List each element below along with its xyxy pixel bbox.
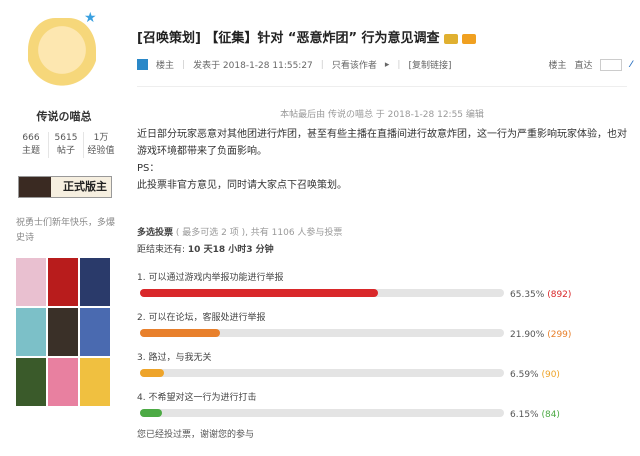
hot-icon bbox=[443, 33, 458, 44]
poll-bar-fill bbox=[140, 369, 164, 377]
goto-label: 直达 bbox=[574, 61, 593, 71]
poll-result: 6.15% (84) bbox=[510, 410, 560, 420]
voted-message: 您已经投过票，谢谢您的参与 bbox=[137, 430, 255, 440]
avatar[interactable] bbox=[28, 18, 96, 98]
post-body: 近日部分玩家恶意对其他团进行炸团，甚至有些主播在直播间进行故意炸团，这一行为严重… bbox=[137, 126, 632, 194]
poll-bar bbox=[140, 289, 504, 297]
medal-grid bbox=[16, 258, 110, 406]
body-paragraph: 近日部分玩家恶意对其他团进行炸团，甚至有些主播在直播间进行故意炸团，这一行为严重… bbox=[137, 129, 627, 157]
stat-value: 666 bbox=[22, 133, 40, 143]
edit-note: 本帖最后由 传说の喵总 于 2018-1-28 12:55 编辑 bbox=[280, 110, 484, 120]
title-text: [召唤策划] 【征集】针对 “恶意炸团” 行为意见调查 bbox=[137, 31, 440, 46]
floor-label: 楼主 bbox=[548, 61, 567, 71]
star-icon: ★ bbox=[84, 10, 97, 26]
remaining-label: 距结束还有: bbox=[137, 245, 186, 255]
poll-bar-fill bbox=[140, 289, 378, 297]
poll-bar bbox=[140, 369, 504, 377]
poll-bar bbox=[140, 409, 504, 417]
triangle-right-icon: ▸ bbox=[384, 59, 390, 70]
poll-percent: 6.59% bbox=[510, 370, 539, 380]
poll-bar-fill bbox=[140, 409, 163, 417]
username[interactable]: 传说の喵总 bbox=[36, 110, 92, 123]
go-icon[interactable]: ⁄ bbox=[630, 59, 632, 70]
medal-image bbox=[16, 358, 46, 406]
poll-count: (84) bbox=[541, 410, 560, 420]
stat-topics[interactable]: 666 主题 bbox=[14, 132, 49, 158]
recommend-icon bbox=[461, 33, 476, 44]
stat-label: 经验值 bbox=[87, 146, 115, 156]
medal-image bbox=[80, 358, 110, 406]
post-title: [召唤策划] 【征集】针对 “恶意炸团” 行为意见调查 bbox=[137, 27, 476, 46]
moderator-badge: 正式版主 bbox=[18, 176, 112, 198]
author-label: 楼主 bbox=[156, 61, 175, 71]
post-meta: 楼主 | 发表于 2018-1-28 11:55:27 | 只看该作者 ▸ | [复制链… bbox=[137, 58, 632, 71]
stat-value: 5615 bbox=[54, 133, 78, 143]
poll-count: (90) bbox=[541, 370, 560, 380]
goto-floor-input[interactable] bbox=[600, 58, 623, 71]
copy-link[interactable]: [复制链接] bbox=[408, 61, 452, 71]
medal-image bbox=[16, 308, 46, 356]
only-author-link[interactable]: 只看该作者 bbox=[331, 61, 377, 71]
medal-image bbox=[80, 308, 110, 356]
poll-option-label: 3. 路过，与我无关 bbox=[137, 353, 212, 363]
poll-option-label: 2. 可以在论坛，客服处进行举报 bbox=[137, 313, 266, 323]
medal-image bbox=[48, 308, 78, 356]
poll-option-label: 4. 不希望对这一行为进行打击 bbox=[137, 393, 257, 403]
poll-option-label: 1. 可以通过游戏内举报功能进行举报 bbox=[137, 273, 284, 283]
poll-count: (892) bbox=[547, 290, 572, 300]
divider bbox=[137, 86, 627, 87]
poll-type: 多选投票 bbox=[137, 228, 174, 238]
poll-remaining: 距结束还有: 10 天18 小时3 分钟 bbox=[137, 242, 274, 255]
poll-bar-fill bbox=[140, 329, 220, 337]
remaining-time: 10 天18 小时3 分钟 bbox=[187, 245, 274, 255]
poll-result: 6.59% (90) bbox=[510, 370, 560, 380]
medal-image bbox=[48, 258, 78, 306]
stat-label: 主题 bbox=[21, 146, 40, 156]
poll-count: (299) bbox=[547, 330, 572, 340]
poll-result: 21.90% (299) bbox=[510, 330, 571, 340]
user-stats: 666 主题 5615 帖子 1万经验值 bbox=[14, 132, 118, 158]
medal-image bbox=[80, 258, 110, 306]
stat-posts[interactable]: 5615 帖子 bbox=[49, 132, 84, 158]
medal-image bbox=[48, 358, 78, 406]
poll-info: ( 最多可选 2 项 ), 共有 1106 人参与投票 bbox=[175, 228, 343, 238]
stat-value: 1万 bbox=[93, 133, 109, 143]
user-sidebar: ★ 传说の喵总 666 主题 5615 帖子 1万经验值 正式版主 祝勇士们新年快乐… bbox=[0, 0, 128, 456]
signature: 祝勇士们新年快乐，多爆史诗 bbox=[16, 218, 116, 243]
stat-label: 帖子 bbox=[56, 146, 75, 156]
poll-result: 65.35% (892) bbox=[510, 290, 571, 300]
medal-image bbox=[16, 258, 46, 306]
poll-percent: 65.35% bbox=[510, 290, 545, 300]
body-paragraph: PS： bbox=[137, 163, 160, 174]
post-time: 发表于 2018-1-28 11:55:27 bbox=[193, 61, 313, 71]
poll-header: 多选投票 ( 最多可选 2 项 ), 共有 1106 人参与投票 bbox=[137, 225, 342, 238]
body-paragraph: 此投票非官方意见，同时请大家点下召唤策划。 bbox=[137, 180, 347, 191]
poll-bar bbox=[140, 329, 504, 337]
poll-percent: 21.90% bbox=[510, 330, 545, 340]
poll-percent: 6.15% bbox=[510, 410, 539, 420]
stat-exp[interactable]: 1万经验值 bbox=[84, 132, 118, 158]
user-icon bbox=[137, 59, 148, 70]
